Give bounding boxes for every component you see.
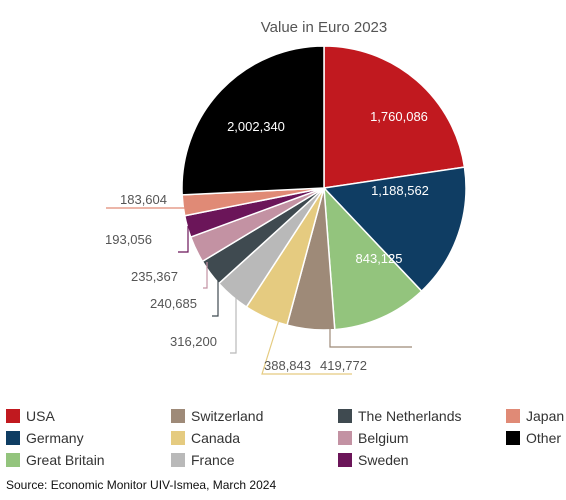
legend-label: Japan: [526, 408, 565, 424]
legend-item-japan: Japan: [506, 408, 564, 424]
legend-swatch: [171, 453, 185, 467]
legend-label: Great Britain: [26, 452, 105, 468]
legend-label: The Netherlands: [358, 408, 462, 424]
leader-line-belgium: [203, 262, 208, 289]
data-label-other: 2,002,340: [227, 119, 285, 134]
legend-item-switzerland: Switzerland: [171, 408, 263, 424]
legend-item-canada: Canada: [171, 430, 240, 446]
legend-label: France: [191, 452, 235, 468]
legend-label: Canada: [191, 430, 241, 446]
data-label-france: 316,200: [170, 334, 217, 349]
legend-item-the-netherlands: The Netherlands: [338, 408, 462, 424]
legend-swatch: [506, 431, 520, 445]
leader-line-the-netherlands: [212, 280, 219, 317]
legend-label: USA: [26, 408, 55, 424]
data-label-sweden: 193,056: [105, 232, 152, 247]
data-label-belgium: 235,367: [131, 269, 178, 284]
chart-title: Value in Euro 2023: [261, 19, 387, 36]
legend-label: Other: [526, 430, 562, 446]
legend-label: Sweden: [358, 452, 409, 468]
legend-swatch: [6, 453, 20, 467]
legend-item-germany: Germany: [6, 430, 84, 446]
data-label-switzerland: 419,772: [320, 358, 367, 373]
data-label-germany: 1,188,562: [371, 183, 429, 198]
data-label-usa: 1,760,086: [370, 109, 428, 124]
source-note: Source: Economic Monitor UIV-Ismea, Marc…: [6, 478, 277, 492]
data-label-the-netherlands: 240,685: [150, 296, 197, 311]
legend-swatch: [6, 431, 20, 445]
legend-swatch: [6, 409, 20, 423]
legend-item-france: France: [171, 452, 235, 468]
data-label-great-britain: 843,125: [356, 251, 403, 266]
legend-item-usa: USA: [6, 408, 55, 424]
leader-line-switzerland: [329, 308, 412, 348]
legend-swatch: [171, 409, 185, 423]
pie-slice-other: [181, 45, 325, 196]
legend-swatch: [338, 431, 352, 445]
pie-slice-germany: [322, 166, 467, 293]
legend-swatch: [338, 453, 352, 467]
data-label-japan: 183,604: [120, 192, 167, 207]
legend-swatch: [171, 431, 185, 445]
legend-label: Belgium: [358, 430, 409, 446]
pie-slice-usa: [323, 45, 466, 189]
legend-swatch: [506, 409, 520, 423]
pie-slice-great-britain: [323, 185, 423, 331]
leader-line-sweden: [178, 226, 189, 253]
legend-item-belgium: Belgium: [338, 430, 409, 446]
pie-chart: Value in Euro 2023 1,760,086 1,188,562 843…: [105, 19, 467, 375]
data-label-canada: 388,843: [264, 358, 311, 373]
legend-label: Switzerland: [191, 408, 264, 424]
legend-swatch: [338, 409, 352, 423]
legend-item-great-britain: Great Britain: [6, 452, 105, 468]
legend-item-sweden: Sweden: [338, 452, 409, 468]
legend-label: Germany: [26, 430, 84, 446]
leader-line-france: [230, 298, 237, 354]
legend-item-other: Other: [506, 430, 561, 446]
leader-line-canada: [261, 309, 352, 375]
